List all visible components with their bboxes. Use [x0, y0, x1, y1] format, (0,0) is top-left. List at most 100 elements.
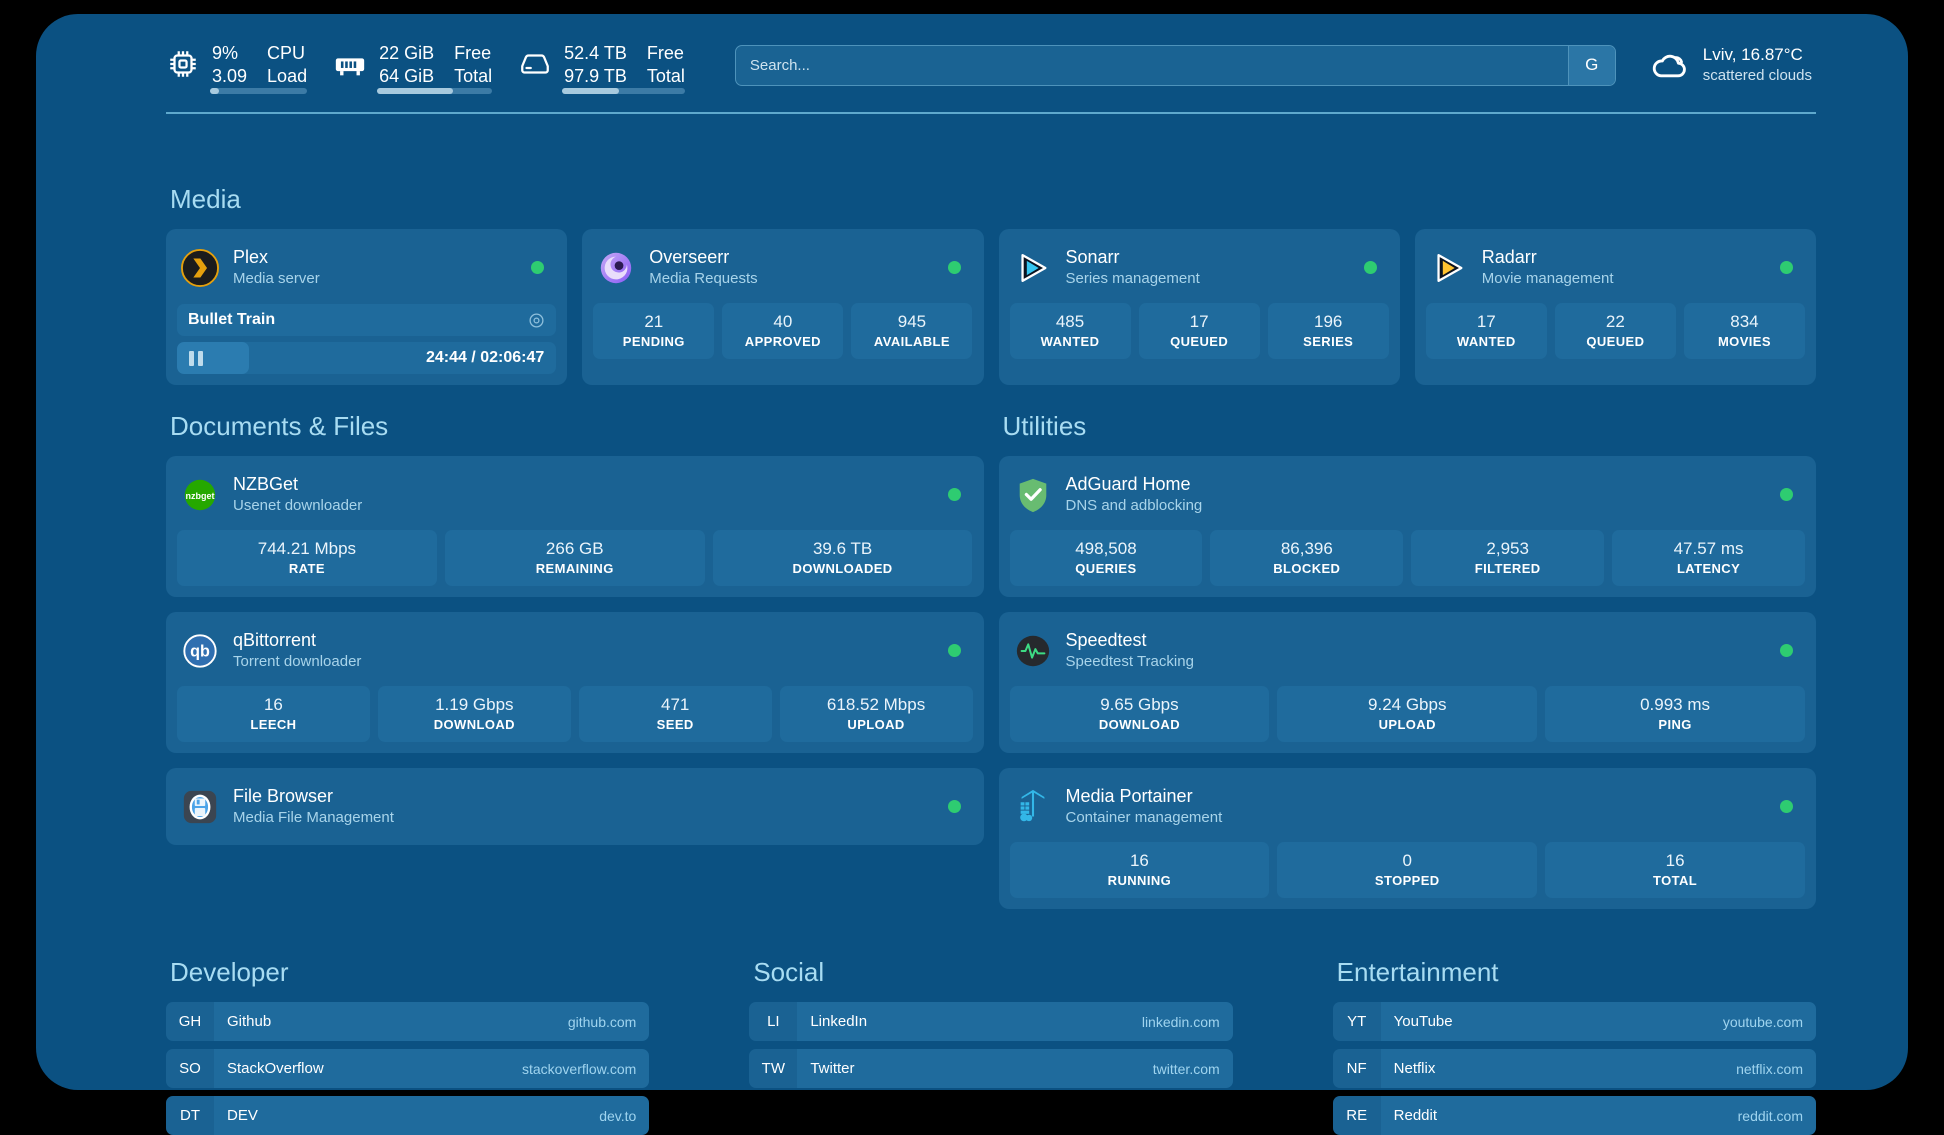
service-card[interactable]: Speedtest Speedtest Tracking 9.65 Gbps DOWN…	[998, 612, 1816, 753]
stat-block: 21 PENDING	[593, 303, 715, 359]
adguard-icon	[1014, 476, 1052, 514]
search-provider-button[interactable]: G	[1567, 45, 1615, 85]
resource-progress-bar	[562, 88, 685, 94]
stat-block: 0 STOPPED	[1277, 842, 1538, 898]
bookmark-item[interactable]: RE Reddit reddit.com	[1332, 1096, 1816, 1135]
service-header[interactable]: File Browser Media File Management	[177, 779, 973, 834]
bookmark-body[interactable]: Twitter twitter.com	[797, 1049, 1233, 1088]
service-card[interactable]: File Browser Media File Management	[166, 768, 984, 845]
service-card[interactable]: Media Portainer Container management 16 RUN…	[998, 768, 1816, 909]
service-name: AdGuard Home	[1065, 474, 1191, 494]
bookmark-item[interactable]: YT YouTube youtube.com	[1332, 1002, 1816, 1041]
service-description: Media Requests	[649, 270, 758, 287]
stat-value: 196	[1314, 312, 1343, 331]
service-card[interactable]: AdGuard Home DNS and adblocking 498,508 QUE…	[998, 456, 1816, 597]
stat-label: AVAILABLE	[873, 334, 950, 349]
documents-cards: nzbget NZBGet Usenet downloader 744.21 Mbps…	[166, 456, 984, 845]
bookmark-body[interactable]: Reddit reddit.com	[1380, 1096, 1816, 1135]
bookmark-name: LinkedIn	[810, 1013, 868, 1030]
bookmark-body[interactable]: LinkedIn linkedin.com	[797, 1002, 1233, 1041]
resource-widget-cpu: 9% 3.09 CPU Load	[166, 42, 308, 94]
stat-label: QUERIES	[1075, 561, 1137, 576]
bookmark-body[interactable]: Github github.com	[214, 1002, 650, 1041]
stat-label: MOVIES	[1717, 334, 1771, 349]
bookmark-body[interactable]: YouTube youtube.com	[1380, 1002, 1816, 1041]
service-stats: 21 PENDING 40 APPROVED 945 AVAILABLE	[593, 303, 973, 359]
cloud-icon	[1650, 45, 1690, 85]
resource-progress-bar	[210, 88, 308, 94]
service-header[interactable]: Speedtest Speedtest Tracking	[1010, 623, 1806, 678]
service-header[interactable]: AdGuard Home DNS and adblocking	[1010, 467, 1806, 522]
bookmark-item[interactable]: SO StackOverflow stackoverflow.com	[166, 1049, 650, 1088]
service-header[interactable]: Overseerr Media Requests	[593, 240, 972, 295]
stat-label: UPLOAD	[1378, 717, 1436, 732]
service-header[interactable]: Radarr Movie management	[1426, 240, 1805, 295]
bookmark-item[interactable]: DT DEV dev.to	[166, 1096, 650, 1135]
stat-value: 21	[644, 312, 664, 331]
resource-text: Load	[267, 66, 308, 86]
stat-label: SERIES	[1303, 334, 1354, 349]
service-card[interactable]: qb qBittorrent Torrent downloader 16 LEECH 1.…	[166, 612, 984, 753]
status-indicator	[1780, 261, 1793, 274]
stat-value: 0.993 ms	[1640, 695, 1711, 714]
bookmark-abbreviation: LI	[749, 1002, 798, 1041]
service-name: Radarr	[1481, 247, 1537, 267]
service-description: Usenet downloader	[233, 497, 363, 514]
service-header[interactable]: Sonarr Series management	[1010, 240, 1389, 295]
sonarr-icon	[1014, 249, 1052, 287]
service-header[interactable]: Plex Media server	[177, 240, 556, 295]
stat-label: PING	[1658, 717, 1692, 732]
stat-label: WANTED	[1040, 334, 1100, 349]
bookmark-body[interactable]: StackOverflow stackoverflow.com	[214, 1049, 650, 1088]
service-header[interactable]: nzbget NZBGet Usenet downloader	[177, 467, 973, 522]
stat-value: 16	[1665, 851, 1685, 870]
service-card[interactable]: Overseerr Media Requests 21 PENDING 40 APPROV…	[582, 229, 984, 385]
service-header[interactable]: qb qBittorrent Torrent downloader	[177, 623, 973, 678]
stat-block: 9.24 Gbps UPLOAD	[1277, 686, 1538, 742]
resource-text: 97.9 TB	[564, 66, 627, 86]
service-name: Media Portainer	[1065, 786, 1193, 806]
svg-text:qb: qb	[190, 642, 210, 660]
search-input[interactable]	[735, 45, 1568, 85]
resource-text: 9%	[212, 43, 239, 63]
bookmark-item[interactable]: LI LinkedIn linkedin.com	[749, 1002, 1233, 1041]
resource-text: 64 GiB	[379, 66, 435, 86]
stat-value: 266 GB	[545, 539, 604, 558]
bookmark-item[interactable]: NF Netflix netflix.com	[1332, 1049, 1816, 1088]
service-name: NZBGet	[233, 474, 299, 494]
service-description: Media File Management	[233, 809, 394, 826]
playback-progress-bar[interactable]: 24:44 / 02:06:47	[177, 342, 557, 374]
service-header[interactable]: Media Portainer Container management	[1010, 779, 1806, 834]
bookmark-body[interactable]: DEV dev.to	[214, 1096, 650, 1135]
service-card[interactable]: Plex Media server Bullet Train 24:44 / 02:0…	[166, 229, 568, 385]
bookmark-abbreviation: RE	[1332, 1096, 1381, 1135]
bookmark-body[interactable]: Netflix netflix.com	[1380, 1049, 1816, 1088]
bookmark-url: stackoverflow.com	[521, 1060, 637, 1077]
search-bar[interactable]: G	[734, 44, 1616, 86]
service-card[interactable]: nzbget NZBGet Usenet downloader 744.21 Mbps…	[166, 456, 984, 597]
memory-icon	[333, 47, 367, 81]
stat-block: 266 GB REMAINING	[444, 530, 705, 586]
resource-text: 3.09	[212, 66, 248, 86]
stat-value: 618.52 Mbps	[826, 695, 926, 714]
bookmark-item[interactable]: TW Twitter twitter.com	[749, 1049, 1233, 1088]
stat-label: BLOCKED	[1273, 561, 1341, 576]
stat-block: 17 WANTED	[1425, 303, 1547, 359]
stat-block: 471 SEED	[578, 686, 772, 742]
service-description: Torrent downloader	[233, 653, 362, 670]
bookmark-item[interactable]: GH Github github.com	[166, 1002, 650, 1041]
stat-label: REMAINING	[535, 561, 614, 576]
stat-value: 2,953	[1486, 539, 1529, 558]
resource-text: 52.4 TB	[564, 43, 627, 63]
radarr-icon	[1430, 249, 1468, 287]
service-description: Container management	[1065, 809, 1223, 826]
stat-block: 196 SERIES	[1267, 303, 1389, 359]
service-card[interactable]: Radarr Movie management 17 WANTED 22 QUEUED 83…	[1414, 229, 1816, 385]
bookmark-name: YouTube	[1393, 1013, 1453, 1030]
pause-icon[interactable]	[189, 350, 203, 366]
service-card[interactable]: Sonarr Series management 485 WANTED 17 QUEUED…	[998, 229, 1400, 385]
bookmark-abbreviation: YT	[1332, 1002, 1381, 1041]
stat-block: 834 MOVIES	[1683, 303, 1805, 359]
gear-icon[interactable]	[528, 312, 545, 329]
status-indicator	[1780, 488, 1793, 501]
